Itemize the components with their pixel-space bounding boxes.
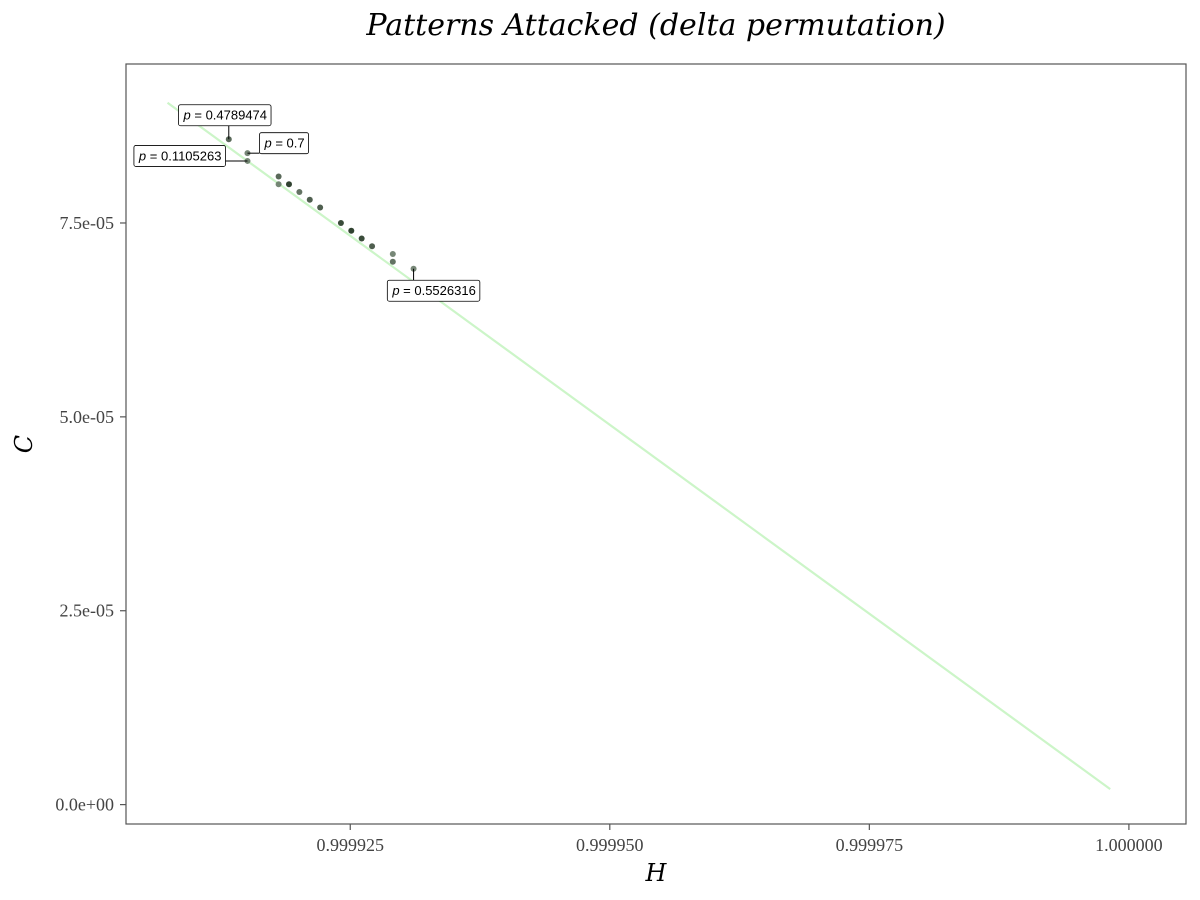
annotation-value: = 0.4789474 (191, 108, 267, 123)
annotation-label: p = 0.4789474 (178, 104, 272, 140)
data-point (275, 181, 282, 188)
y-tick-label: 0.0e+00 (55, 795, 114, 815)
data-point (296, 188, 303, 195)
plot-panel (125, 63, 1187, 825)
chart-title: Patterns Attacked (delta permutation) (365, 8, 945, 43)
annotation-label: p = 0.1105263 (133, 145, 248, 167)
x-axis-ticks: 0.999925 0.999950 0.999975 1.000000 (317, 824, 1163, 855)
data-point (369, 243, 376, 250)
x-tick-label: 0.999925 (317, 835, 385, 855)
annotation-box (178, 104, 272, 127)
data-point (285, 181, 292, 188)
annotation-label: p = 0.5526316 (386, 268, 481, 302)
annotation-label: p = 0.7 (247, 132, 309, 155)
y-axis-title: C (10, 435, 38, 453)
data-point (337, 219, 344, 226)
x-tick-label: 0.999975 (836, 835, 904, 855)
annotation-text: p = 0.5526316 (391, 283, 476, 298)
annotation-p-symbol: p (263, 136, 271, 151)
annotation-text: p = 0.7 (263, 136, 304, 151)
annotation-value: = 0.5526316 (400, 283, 476, 298)
y-tick-label: 5.0e-05 (60, 407, 114, 427)
annotation-box (386, 279, 481, 302)
annotation-text: p = 0.1105263 (138, 148, 222, 163)
data-point (358, 235, 365, 242)
annotation-value: = 0.1105263 (146, 148, 221, 163)
x-tick-label: 1.000000 (1095, 835, 1163, 855)
trend-line (166, 101, 1111, 790)
annotation-box (259, 132, 309, 155)
y-tick-label: 2.5e-05 (60, 601, 114, 621)
annotation-p-symbol: p (138, 148, 146, 163)
x-axis-title: H (645, 859, 668, 887)
annotation-text: p = 0.4789474 (183, 108, 268, 123)
data-point (306, 196, 313, 203)
data-point (275, 173, 282, 180)
annotation-box (133, 145, 226, 167)
annotation-p-symbol: p (391, 283, 399, 298)
annotation-value: = 0.7 (272, 136, 305, 151)
data-point (389, 258, 396, 265)
x-tick-label: 0.999950 (576, 835, 644, 855)
data-point (348, 227, 355, 234)
annotation-p-symbol: p (183, 108, 191, 123)
data-point (317, 204, 324, 211)
y-axis-ticks: 0.0e+00 2.5e-05 5.0e-05 7.5e-05 (55, 213, 126, 815)
y-tick-label: 7.5e-05 (60, 213, 114, 233)
data-point (389, 251, 396, 257)
